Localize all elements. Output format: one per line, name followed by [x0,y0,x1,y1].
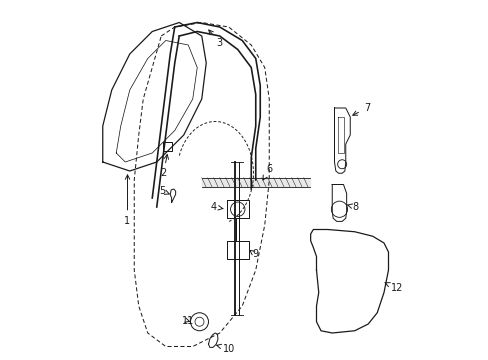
Text: 1: 1 [124,175,130,225]
Text: 12: 12 [385,283,402,293]
Text: 7: 7 [352,103,369,115]
Text: 3: 3 [208,30,223,48]
Text: 2: 2 [160,154,168,178]
Text: 8: 8 [346,202,358,212]
Text: 5: 5 [159,186,169,196]
Text: 4: 4 [210,202,223,212]
Text: 6: 6 [263,164,272,180]
Text: 10: 10 [216,344,235,354]
Text: 11: 11 [181,316,193,326]
Text: 9: 9 [249,249,258,259]
